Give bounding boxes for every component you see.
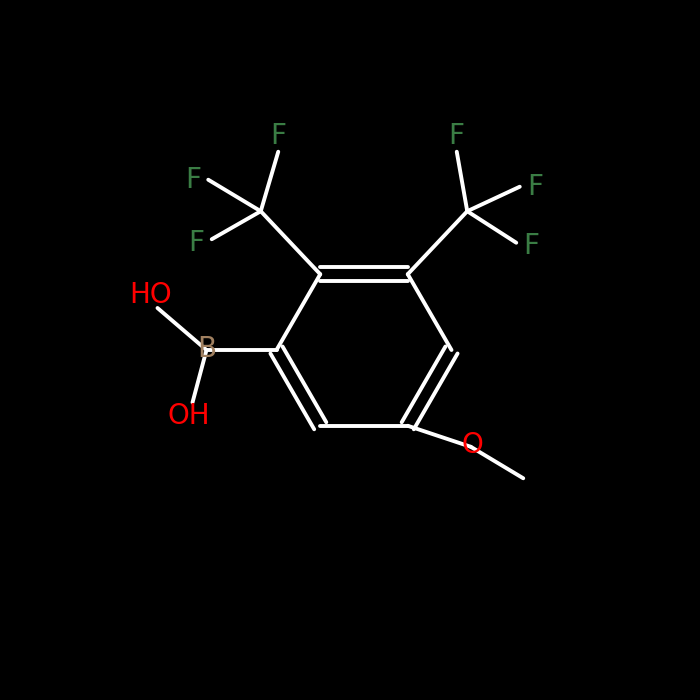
Text: F: F	[449, 122, 465, 150]
Text: F: F	[270, 122, 286, 150]
Text: F: F	[524, 232, 540, 260]
Text: F: F	[185, 166, 201, 194]
Text: O: O	[461, 431, 483, 459]
Text: OH: OH	[168, 402, 210, 430]
Text: B: B	[197, 335, 216, 363]
Text: F: F	[527, 173, 543, 201]
Text: F: F	[188, 229, 204, 257]
Text: HO: HO	[130, 281, 172, 309]
